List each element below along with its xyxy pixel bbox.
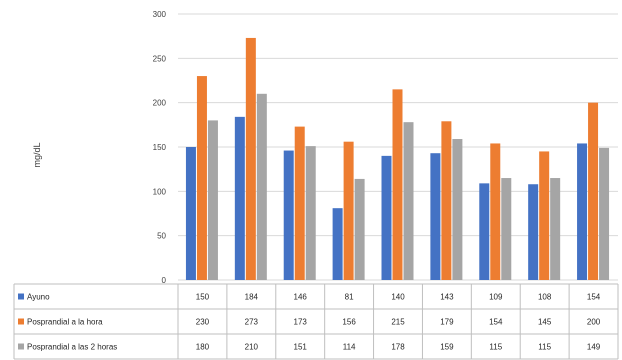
legend-swatch — [18, 293, 24, 300]
bar — [528, 184, 539, 280]
bar — [599, 147, 610, 280]
bar — [430, 153, 441, 280]
y-tick-label: 100 — [153, 187, 167, 196]
bar — [354, 178, 365, 280]
data-label: 159 — [440, 343, 454, 352]
legend-label: Posprandial a la hora — [27, 318, 103, 327]
data-label: 81 — [345, 293, 354, 302]
bar — [403, 122, 414, 280]
data-label: 215 — [391, 318, 405, 327]
bar — [185, 147, 196, 280]
y-axis-label: mg/dL — [32, 142, 42, 167]
bar — [392, 89, 403, 280]
bar — [332, 208, 343, 280]
data-label: 200 — [587, 318, 601, 327]
data-label: 156 — [342, 318, 356, 327]
bar — [588, 102, 599, 281]
data-label: 154 — [587, 293, 601, 302]
bar — [490, 143, 501, 280]
data-label: 230 — [196, 318, 210, 327]
data-label: 115 — [489, 343, 502, 352]
legend-label: Posprandial a las 2 horas — [27, 343, 117, 352]
data-label: 154 — [489, 318, 503, 327]
data-label: 108 — [538, 293, 552, 302]
data-label: 143 — [440, 293, 454, 302]
y-tick-label: 150 — [153, 143, 167, 152]
data-label: 151 — [294, 343, 308, 352]
y-tick-label: 200 — [153, 99, 167, 108]
data-label: 114 — [343, 343, 356, 352]
data-label: 140 — [391, 293, 405, 302]
data-label: 179 — [440, 318, 454, 327]
bar — [294, 126, 305, 281]
bar — [343, 141, 354, 280]
data-label: 178 — [391, 343, 405, 352]
bar — [381, 155, 392, 280]
bar — [207, 120, 218, 281]
bar — [305, 146, 316, 280]
data-label: 180 — [196, 343, 210, 352]
data-label: 273 — [245, 318, 259, 327]
data-label: 146 — [294, 293, 308, 302]
y-tick-label: 0 — [162, 276, 167, 285]
data-label: 173 — [294, 318, 308, 327]
bar — [550, 178, 561, 280]
bars — [185, 37, 610, 281]
data-label: 150 — [196, 293, 210, 302]
bar — [577, 143, 588, 280]
data-label: 149 — [587, 343, 601, 352]
bar — [501, 178, 512, 280]
bar — [539, 151, 550, 280]
bar — [283, 150, 294, 280]
bar — [245, 37, 256, 280]
data-label: 115 — [538, 343, 551, 352]
bar — [452, 139, 463, 280]
legend-swatch — [18, 343, 24, 350]
data-table: Ayuno 150 184 146 81 140 143 109 108 154 Posprandi… — [13, 283, 619, 360]
data-label: 109 — [489, 293, 503, 302]
bar — [196, 76, 207, 280]
legend-label: Ayuno — [27, 293, 50, 302]
data-label: 210 — [245, 343, 259, 352]
y-tick-label: 300 — [153, 10, 167, 19]
y-tick-label: 50 — [157, 232, 166, 241]
bar — [234, 116, 245, 280]
bar — [441, 121, 452, 280]
y-axis-ticks: 0 50 100 150 200 250 300 — [153, 10, 167, 285]
bar — [256, 93, 267, 280]
data-label: 145 — [538, 318, 552, 327]
y-tick-label: 250 — [153, 54, 167, 63]
bar — [479, 183, 490, 280]
legend-swatch — [18, 318, 24, 325]
data-label: 184 — [245, 293, 259, 302]
